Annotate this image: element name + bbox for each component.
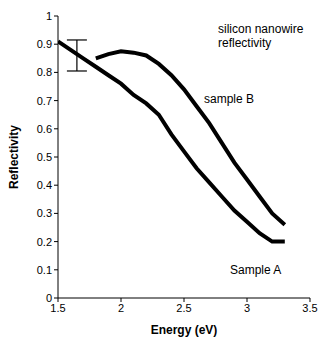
svg-text:Reflectivity: Reflectivity <box>8 125 21 189</box>
svg-text:0.8: 0.8 <box>37 66 52 78</box>
svg-text:0: 0 <box>46 292 52 304</box>
svg-text:0.1: 0.1 <box>37 264 52 276</box>
svg-text:0.9: 0.9 <box>37 38 52 50</box>
svg-text:2.5: 2.5 <box>176 302 191 314</box>
svg-text:0.4: 0.4 <box>37 179 52 191</box>
html-text:sample B: sample B <box>204 92 254 106</box>
svg-text:0.6: 0.6 <box>37 123 52 135</box>
svg-text:0.7: 0.7 <box>37 95 52 107</box>
svg-text:Energy (eV): Energy (eV) <box>151 323 218 337</box>
svg-text:1: 1 <box>46 10 52 22</box>
svg-text:0.5: 0.5 <box>37 151 52 163</box>
svg-text:2: 2 <box>118 302 124 314</box>
svg-text:3: 3 <box>244 302 250 314</box>
svg-text:0.3: 0.3 <box>37 207 52 219</box>
svg-text:3.5: 3.5 <box>302 302 317 314</box>
html-text:silicon nanowire reflectivity: silicon nanowire reflectivity <box>218 22 304 50</box>
svg-text:1.5: 1.5 <box>50 302 65 314</box>
html-text:Sample A: Sample A <box>230 263 282 277</box>
svg-text:0.2: 0.2 <box>37 236 52 248</box>
